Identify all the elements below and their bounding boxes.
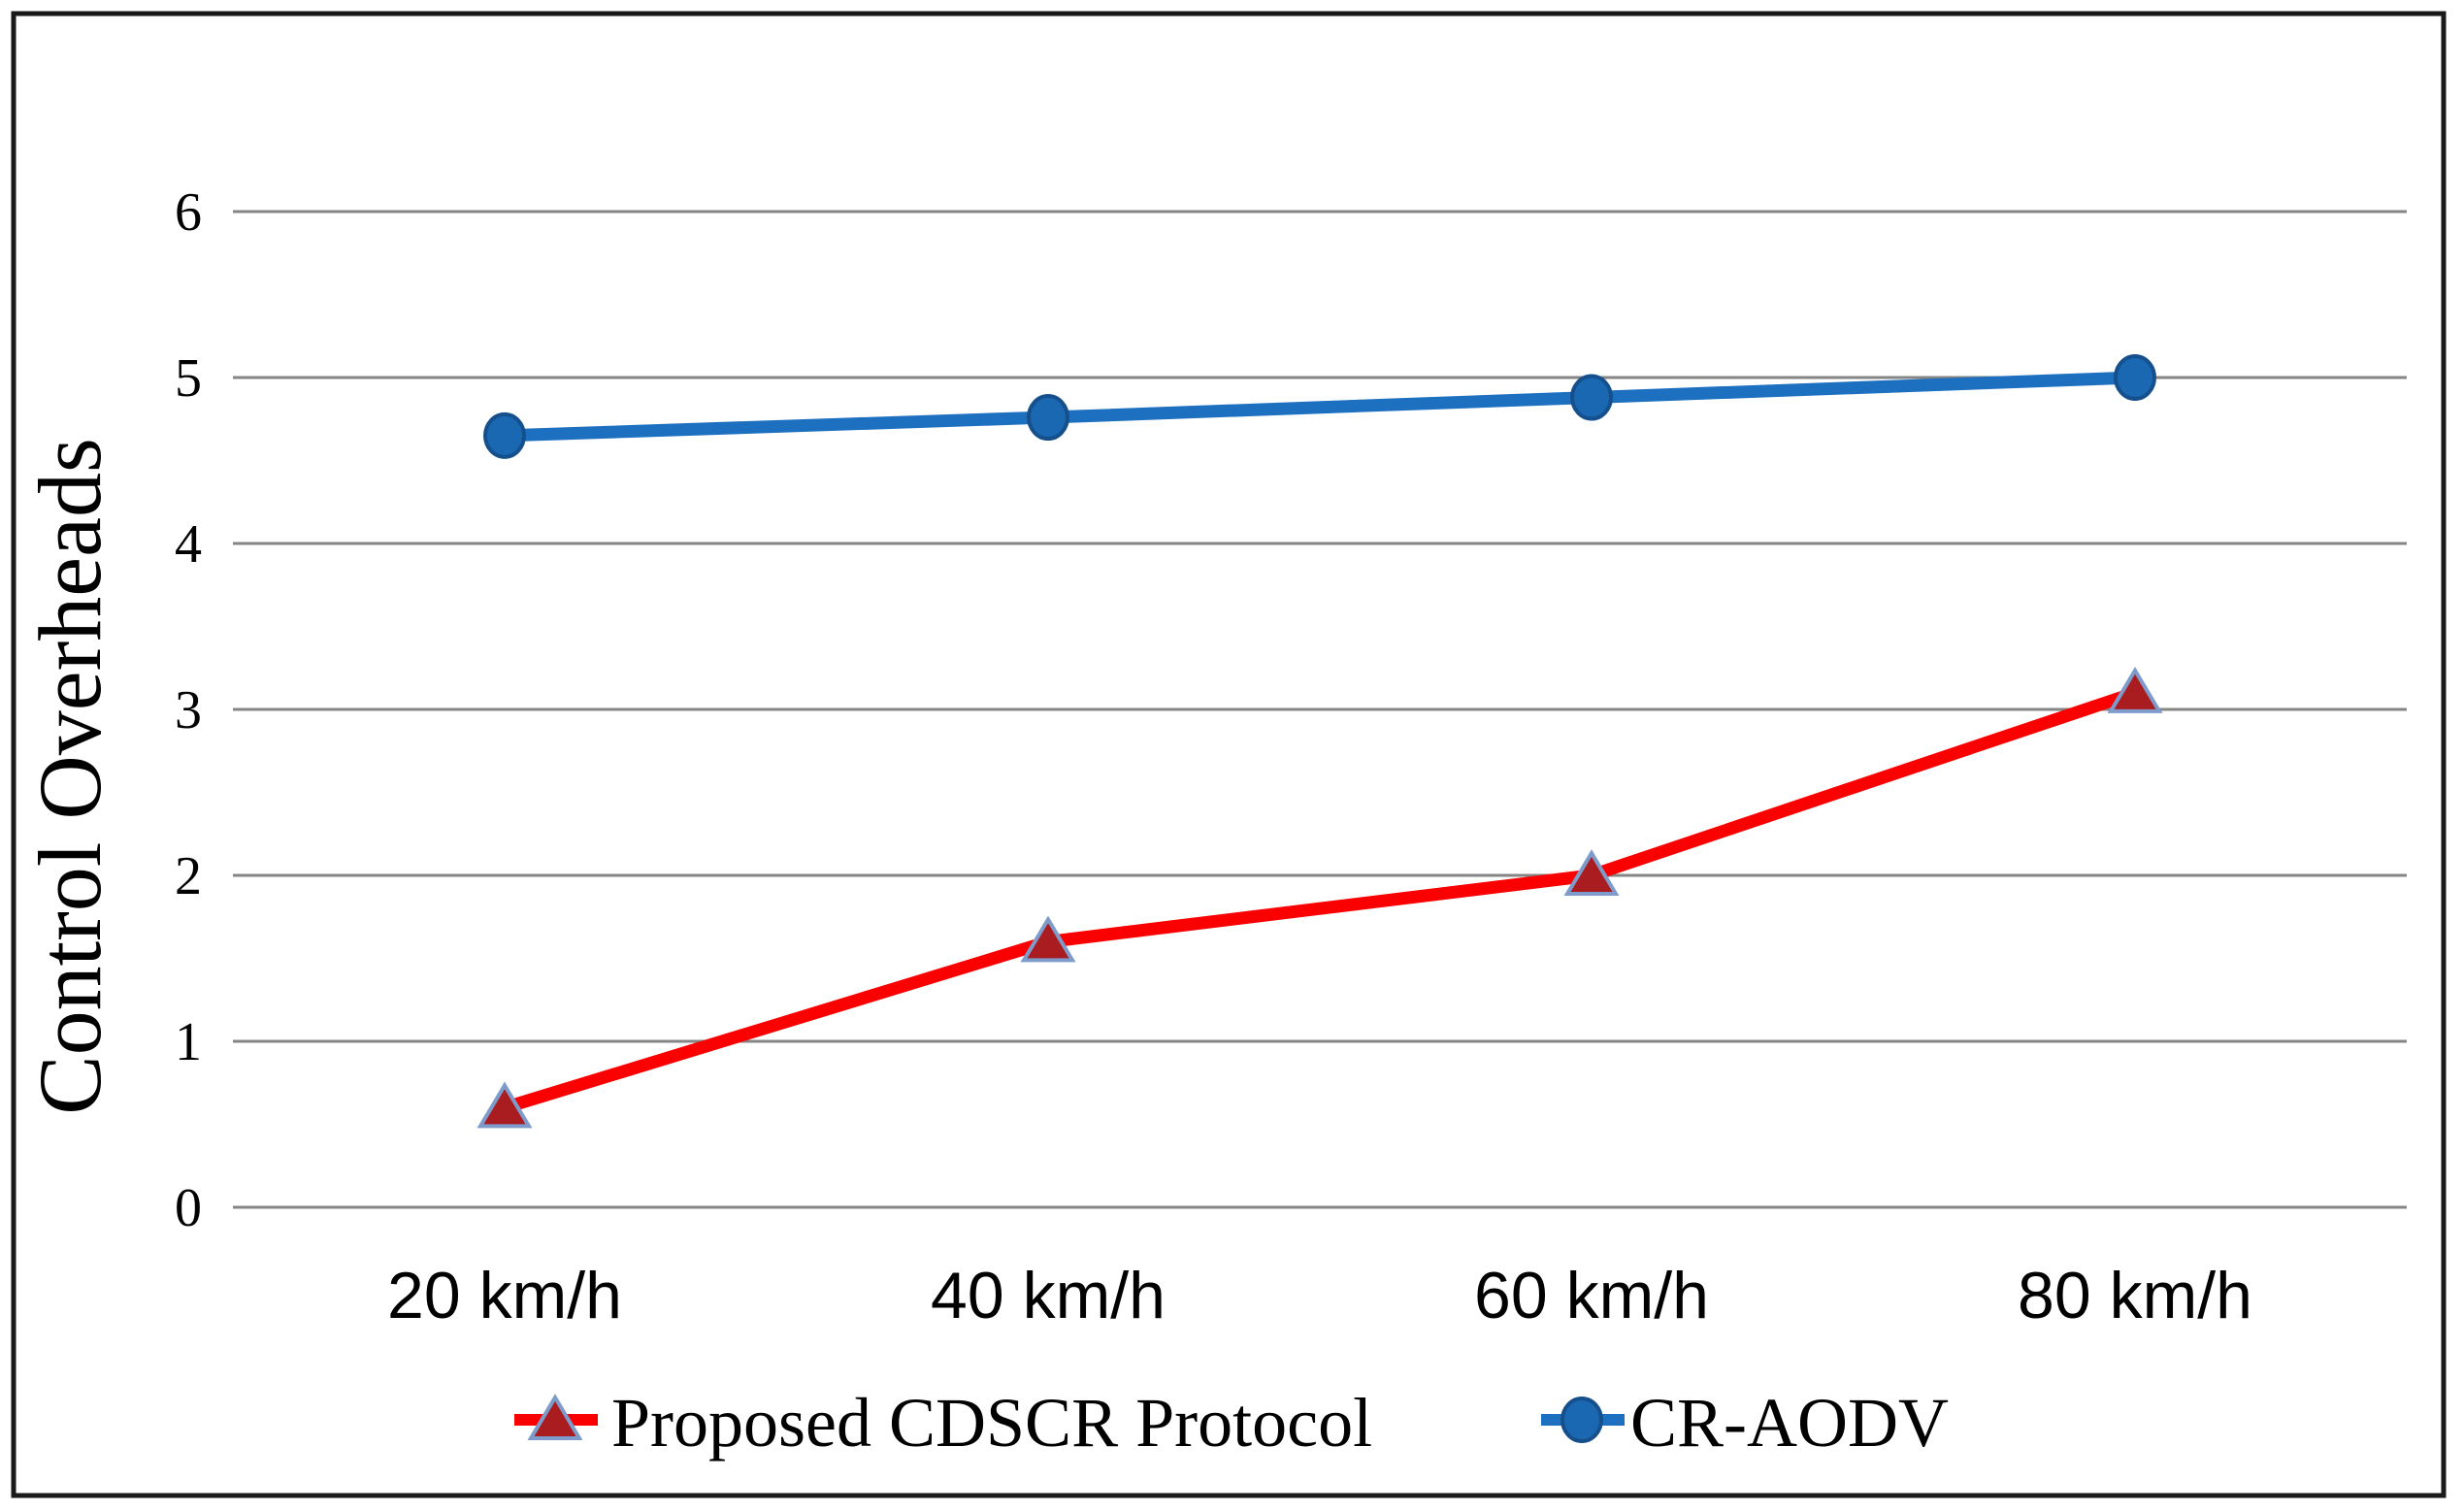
- y-axis-title: Control Overheads: [20, 438, 119, 1115]
- legend-label-cdscr: Proposed CDSCR Protocol: [611, 1384, 1372, 1462]
- marker-cdscr-20: [476, 1081, 533, 1129]
- marker-cr-aodv-80: [2114, 354, 2156, 401]
- y-tick-label-4: 4: [175, 514, 202, 575]
- x-tick-label-1: 20 km/h: [387, 1259, 622, 1332]
- marker-cr-aodv-40: [1027, 394, 1069, 442]
- series-line-cr-aodv: [504, 371, 2136, 443]
- y-tick-label-5: 5: [175, 348, 202, 409]
- marker-cdscr-40: [1020, 915, 1076, 963]
- y-tick-label-1: 1: [175, 1012, 202, 1072]
- series-line-cdscr: [503, 686, 2138, 1114]
- x-tick-label-4: 80 km/h: [2018, 1259, 2252, 1332]
- y-tick-label-2: 2: [175, 846, 202, 906]
- marker-cdscr-80: [2107, 666, 2163, 713]
- x-tick-label-3: 60 km/h: [1474, 1259, 1709, 1332]
- legend-triangle-icon: [527, 1394, 583, 1440]
- legend-label-cr-aodv: CR-AODV: [1630, 1384, 1949, 1462]
- marker-cr-aodv-20: [483, 411, 526, 459]
- y-tick-label-3: 3: [175, 680, 202, 740]
- marker-cdscr-60: [1563, 849, 1620, 896]
- legend-circle-icon: [1561, 1397, 1603, 1443]
- y-tick-label-0: 0: [175, 1178, 202, 1238]
- x-tick-label-2: 40 km/h: [931, 1259, 1166, 1332]
- chart-border: [11, 11, 2447, 1498]
- marker-cr-aodv-60: [1570, 374, 1613, 421]
- y-tick-label-6: 6: [175, 182, 202, 243]
